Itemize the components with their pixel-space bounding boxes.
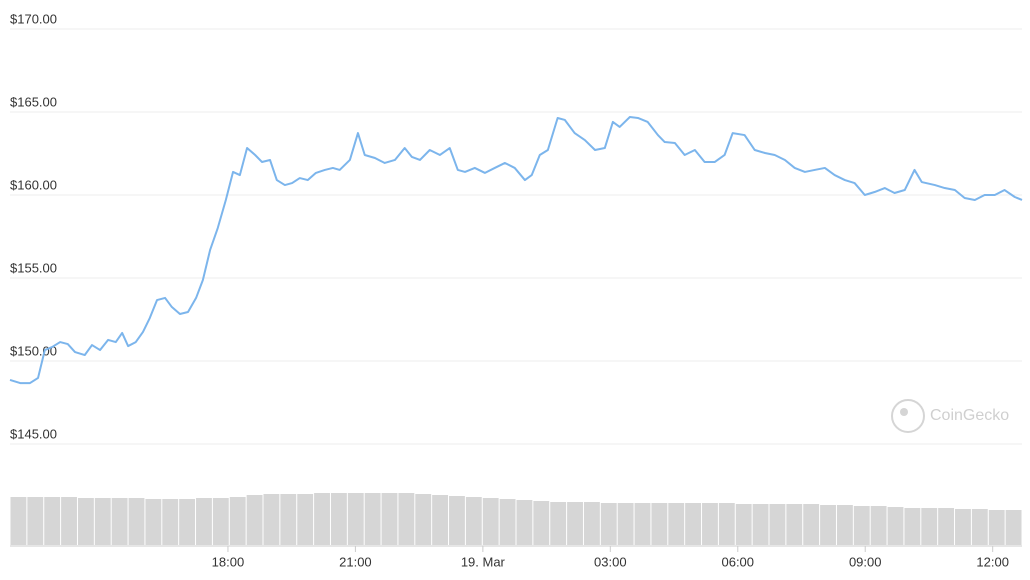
volume-bar [297,494,314,545]
volume-bar [162,499,179,545]
volume-bar [550,502,567,545]
x-tick-label: 18:00 [212,554,245,569]
volume-bar [533,501,550,545]
volume-bar [870,506,887,545]
y-tick-label: $150.00 [10,343,57,358]
volume-bar [432,495,449,545]
volume-bar [179,499,196,545]
watermark-text: CoinGecko [930,407,1009,424]
volume-bar [61,497,77,545]
volume-bar [330,493,347,545]
volume-bar [196,498,212,545]
volume-bar [465,497,482,545]
volume-bar [634,503,651,545]
volume-bar [938,508,955,545]
volume-bar [10,497,27,545]
volume-bar [887,507,904,545]
y-tick-label: $165.00 [10,94,57,109]
x-tick-label: 06:00 [721,554,754,569]
volume-bar [27,497,44,545]
volume-bar [499,499,516,545]
volume-bar [516,500,533,545]
volume-bar [702,503,718,545]
volume-bar [44,497,61,545]
volume-bar [94,498,111,545]
volume-bar [567,502,583,545]
volume-bar [836,505,853,545]
volume-bar [651,503,668,545]
price-line [9,115,1023,385]
volume-bar [718,503,735,545]
volume-bar [685,503,702,545]
watermark: CoinGecko [891,399,1009,433]
volume-bar [668,503,685,545]
y-tick-label: $160.00 [10,177,57,192]
volume-bar [398,493,415,545]
volume-bar [246,495,263,545]
volume-bar [1005,510,1022,545]
x-tick-label: 12:00 [976,554,1009,569]
volume-bar [381,493,398,545]
volume-bar [415,494,432,545]
volume-bar [280,494,297,545]
volume-bar [77,498,94,545]
volume-bar [735,504,752,545]
volume-bars [10,493,1022,545]
volume-bar [482,498,499,545]
volume-bar [904,508,921,545]
y-tick-label: $145.00 [10,426,57,441]
x-tick-label: 21:00 [339,554,372,569]
volume-bar [820,505,836,545]
volume-bar [769,504,786,545]
volume-bar [128,498,145,545]
volume-bar [583,502,600,545]
y-tick-label: $170.00 [10,11,57,26]
volume-bar [364,493,381,545]
volume-bar [955,509,971,545]
y-tick-label: $155.00 [10,260,57,275]
volume-bar [145,499,162,545]
volume-bar [314,493,330,545]
volume-bar [229,497,246,545]
x-tick-label: 19. Mar [461,554,506,569]
volume-bar [853,506,870,545]
volume-bar [617,503,634,545]
volume-bar [971,509,988,545]
volume-bar [600,503,617,545]
volume-bar [988,510,1005,545]
volume-bar [347,493,364,545]
volume-bar [803,504,820,545]
volume-bar [752,504,769,545]
x-tick-label: 03:00 [594,554,627,569]
volume-bar [786,504,803,545]
volume-bar [449,496,465,545]
volume-bar [212,498,229,545]
x-tick-label: 09:00 [849,554,882,569]
volume-bar [111,498,128,545]
volume-bar [263,494,280,545]
volume-bar [921,508,938,545]
